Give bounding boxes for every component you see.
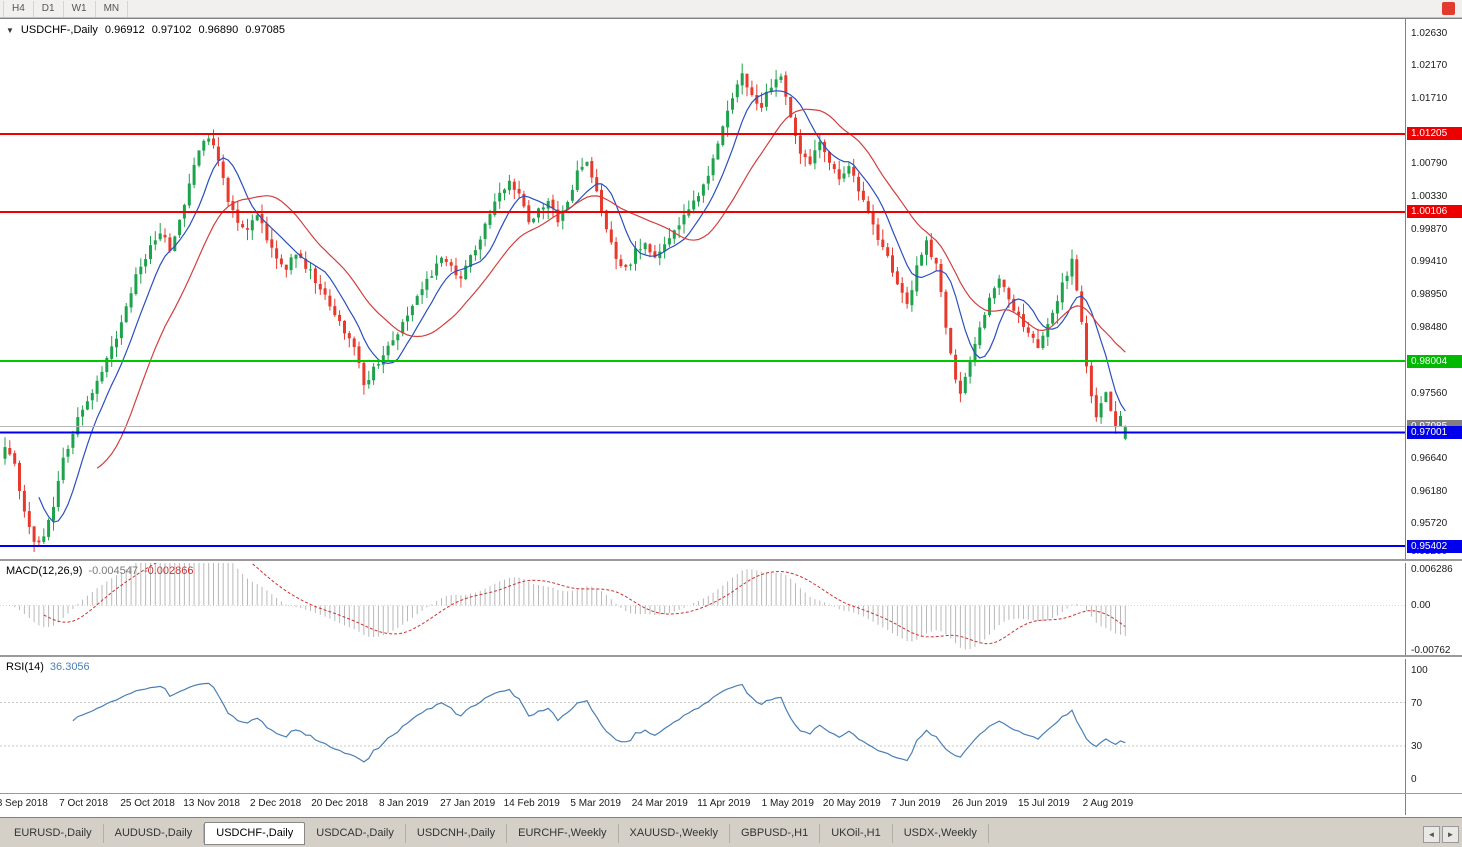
price-axis-tick: 0.96640 — [1411, 453, 1448, 465]
macd-axis-tick: 0.00 — [1411, 600, 1431, 612]
chevron-down-icon[interactable]: ▼ — [6, 25, 14, 35]
rsi-axis-tick: 30 — [1411, 741, 1423, 753]
date-axis-label: 13 Nov 2018 — [183, 798, 240, 809]
date-axis-label: 25 Oct 2018 — [120, 798, 175, 809]
date-axis-label: 11 Apr 2019 — [697, 798, 751, 809]
price-axis-tick: 1.00330 — [1411, 190, 1448, 202]
rsi-pane: RSI(14) 36.3056 100 70 30 0 — [0, 655, 1462, 793]
price-axis-tick: 0.95720 — [1411, 518, 1448, 530]
app-icon[interactable] — [1442, 2, 1455, 15]
price-level-badge: 0.97001 — [1407, 425, 1462, 439]
date-axis-label: 27 Jan 2019 — [440, 798, 496, 809]
date-axis-label: 8 Jan 2019 — [378, 798, 429, 809]
date-axis-label: 7 Jun 2019 — [891, 798, 941, 809]
chart-window: ▼ USDCHF-,Daily 0.96912 0.97102 0.96890 … — [0, 18, 1462, 818]
ohlc-open: 0.96912 — [104, 24, 145, 36]
price-axis-tick: 0.96180 — [1411, 485, 1448, 497]
price-axis-tick: 0.97560 — [1411, 387, 1448, 399]
time-axis[interactable]: 18 Sep 2018 7 Oct 2018 25 Oct 2018 13 Nov 2… — [0, 793, 1462, 815]
chart-tab-eurchf-weekly[interactable]: EURCHF-,Weekly — [507, 824, 619, 843]
rsi-chart-canvas[interactable] — [0, 659, 1405, 795]
rsi-axis[interactable]: 100 70 30 0 — [1405, 659, 1462, 793]
date-axis-label: 1 May 2019 — [761, 798, 814, 809]
tabs-scroll-left-icon[interactable]: ◄ — [1423, 826, 1440, 843]
price-pane: ▼ USDCHF-,Daily 0.96912 0.97102 0.96890 … — [0, 19, 1462, 559]
price-level-badge: 1.00106 — [1407, 205, 1462, 219]
price-axis-tick: 1.00790 — [1411, 158, 1448, 170]
price-axis-tick: 1.01710 — [1411, 92, 1448, 104]
date-axis-label: 2 Dec 2018 — [250, 798, 302, 809]
date-axis-label: 20 May 2019 — [822, 798, 881, 809]
ohlc-close: 0.97085 — [245, 24, 285, 36]
chart-title: ▼ USDCHF-,Daily 0.96912 0.97102 0.96890 … — [6, 24, 285, 36]
macd-axis-tick: 0.006286 — [1411, 564, 1453, 575]
rsi-axis-tick: 70 — [1411, 697, 1423, 709]
price-chart-canvas[interactable] — [0, 19, 1405, 559]
ohlc-high: 0.97102 — [151, 24, 192, 36]
macd-axis[interactable]: 0.006286 0.00 -0.00762 — [1405, 563, 1462, 656]
rsi-axis-tick: 0 — [1411, 773, 1417, 785]
timeframe-w1-button[interactable]: W1 — [64, 0, 96, 17]
date-axis-label: 20 Dec 2018 — [311, 798, 368, 809]
date-axis-label: 2 Aug 2019 — [1082, 798, 1134, 809]
chart-tab-usdx-weekly[interactable]: USDX-,Weekly — [893, 824, 989, 843]
ohlc-low: 0.96890 — [198, 24, 239, 36]
chart-tab-eurusd-daily[interactable]: EURUSD-,Daily — [3, 824, 104, 843]
timeframe-toolbar: H4 D1 W1 MN — [0, 0, 1462, 18]
rsi-axis-tick: 100 — [1411, 664, 1428, 676]
price-axis-tick: 0.98950 — [1411, 288, 1448, 300]
macd-value-main: -0.004547 — [88, 565, 138, 577]
chart-tab-usdcad-daily[interactable]: USDCAD-,Daily — [305, 824, 406, 843]
chart-tab-gbpusd-h1[interactable]: GBPUSD-,H1 — [730, 824, 821, 843]
tabs-scroll-right-icon[interactable]: ► — [1442, 826, 1459, 843]
price-axis-tick: 1.02630 — [1411, 27, 1448, 39]
macd-name: MACD(12,26,9) — [6, 565, 83, 577]
chart-tab-ukoil-h1[interactable]: UKOil-,H1 — [820, 824, 893, 843]
date-axis-label: 14 Feb 2019 — [503, 798, 560, 809]
macd-value-signal: -0.002866 — [143, 565, 194, 577]
time-axis-corner — [1405, 794, 1462, 815]
price-level-badge: 0.95402 — [1407, 539, 1462, 553]
date-axis-label: 18 Sep 2018 — [0, 798, 48, 809]
date-axis-label: 5 Mar 2019 — [570, 798, 621, 809]
date-axis-label: 7 Oct 2018 — [59, 798, 109, 809]
chart-tab-usdcnh-daily[interactable]: USDCNH-,Daily — [406, 824, 508, 843]
rsi-value: 36.3056 — [49, 661, 90, 673]
price-axis-tick: 0.98480 — [1411, 322, 1448, 334]
rsi-label: RSI(14) 36.3056 — [6, 661, 90, 673]
price-level-badge: 1.01205 — [1407, 127, 1462, 141]
tab-scroll-arrows: ◄ ► — [1423, 826, 1459, 843]
chart-tabs: EURUSD-,Daily AUDUSD-,Daily USDCHF-,Daily U… — [3, 822, 989, 845]
price-axis-tick: 0.99870 — [1411, 223, 1448, 235]
chart-tab-audusd-daily[interactable]: AUDUSD-,Daily — [104, 824, 205, 843]
chart-tabbar: EURUSD-,Daily AUDUSD-,Daily USDCHF-,Daily U… — [0, 818, 1462, 847]
chart-tab-xauusd-weekly[interactable]: XAUUSD-,Weekly — [619, 824, 730, 843]
chart-tab-usdchf-daily[interactable]: USDCHF-,Daily — [204, 822, 306, 845]
timeframe-mn-button[interactable]: MN — [96, 0, 129, 17]
price-level-badge: 0.98004 — [1407, 354, 1462, 368]
timeframe-h4-button[interactable]: H4 — [3, 0, 34, 17]
date-axis-label: 24 Mar 2019 — [631, 798, 688, 809]
price-axis-tick: 1.02170 — [1411, 60, 1448, 72]
macd-pane: MACD(12,26,9) -0.004547 -0.002866 0.0062… — [0, 559, 1462, 657]
macd-label: MACD(12,26,9) -0.004547 -0.002866 — [6, 565, 194, 577]
price-axis[interactable]: 1.02630 1.02170 1.01710 1.00790 1.00330 0.998… — [1405, 19, 1462, 559]
macd-chart-canvas[interactable] — [0, 563, 1405, 657]
date-axis-label: 15 Jul 2019 — [1018, 798, 1070, 809]
macd-axis-tick: -0.00762 — [1411, 645, 1451, 656]
timeframe-d1-button[interactable]: D1 — [34, 0, 64, 17]
price-axis-tick: 0.99410 — [1411, 256, 1448, 268]
chart-symbol-label: USDCHF-,Daily — [20, 24, 98, 36]
date-axis-label: 26 Jun 2019 — [952, 798, 1008, 809]
rsi-name: RSI(14) — [6, 661, 44, 673]
